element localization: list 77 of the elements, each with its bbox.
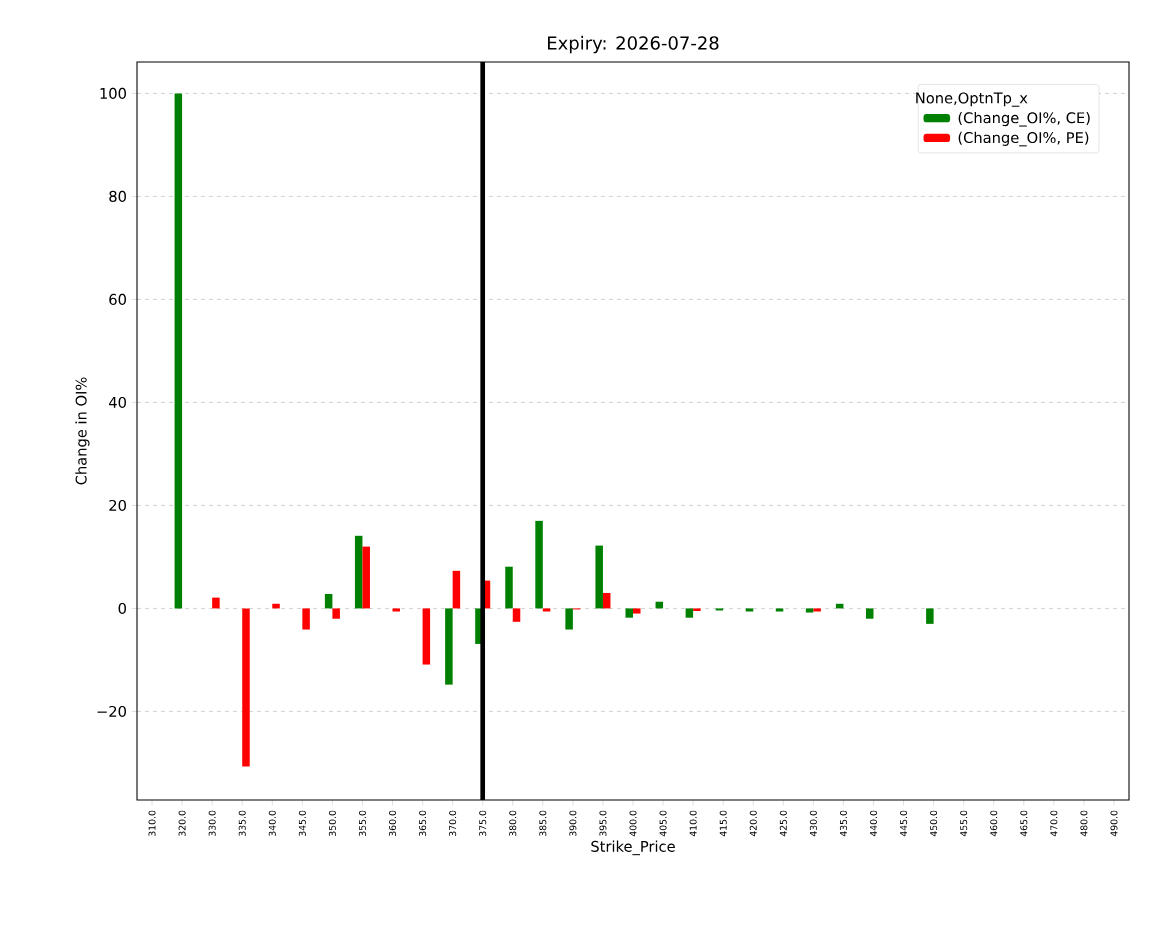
x-tick-label: 430.0 — [809, 810, 817, 837]
x-tick-label: 425.0 — [779, 810, 787, 837]
bar — [535, 520, 543, 609]
x-tick-label: 405.0 — [659, 810, 667, 837]
bar — [813, 608, 821, 612]
x-tick-label: 435.0 — [839, 810, 847, 837]
bar — [512, 608, 521, 622]
bar — [715, 608, 724, 611]
bar — [542, 608, 551, 612]
x-tick-label: 310.0 — [148, 810, 156, 837]
bar — [324, 593, 333, 609]
x-tick-label: 345.0 — [298, 810, 306, 837]
bar — [625, 608, 634, 618]
x-tick-label: 420.0 — [749, 810, 757, 837]
x-tick-label: 400.0 — [629, 810, 637, 837]
y-tick-label: 60 — [109, 293, 126, 305]
x-tick-label: 370.0 — [449, 810, 457, 837]
bar — [362, 546, 370, 609]
x-tick-label: 460.0 — [990, 810, 998, 837]
bar — [354, 535, 363, 609]
bar — [775, 608, 784, 612]
x-tick-label: 470.0 — [1050, 810, 1058, 837]
bar — [212, 597, 220, 609]
bar — [602, 592, 611, 609]
bar — [422, 608, 431, 665]
y-tick-label: 100 — [100, 87, 126, 99]
x-tick-label: 445.0 — [900, 810, 908, 837]
x-tick-label: 365.0 — [419, 810, 427, 837]
y-tick-label: 0 — [118, 602, 126, 614]
bar — [452, 570, 461, 609]
bar — [392, 608, 401, 612]
x-tick-label: 385.0 — [539, 810, 547, 837]
x-tick-label: 480.0 — [1080, 810, 1088, 837]
bar — [174, 93, 183, 609]
x-tick-label: 375.0 — [479, 810, 487, 837]
bar — [693, 608, 701, 611]
bar — [685, 608, 694, 618]
legend-title: None,OptnTp_x — [916, 92, 1028, 107]
x-tick-label: 450.0 — [930, 810, 938, 837]
x-tick-label: 320.0 — [178, 810, 186, 837]
x-tick-label: 330.0 — [208, 810, 216, 837]
x-tick-label: 465.0 — [1020, 810, 1028, 837]
bar — [805, 608, 814, 613]
x-tick-label: 380.0 — [509, 810, 517, 837]
y-tick-label: 40 — [109, 396, 126, 408]
bar — [505, 566, 513, 609]
bar — [745, 608, 754, 612]
bar — [926, 608, 934, 624]
bar — [272, 603, 280, 609]
x-tick-label: 390.0 — [569, 810, 577, 837]
x-tick-label: 410.0 — [689, 810, 697, 837]
legend-label: (Change_OI%, CE) — [958, 111, 1090, 127]
x-tick-label: 490.0 — [1110, 810, 1118, 837]
x-tick-label: 335.0 — [238, 810, 246, 837]
x-tick-label: 355.0 — [358, 810, 366, 837]
x-tick-label: 340.0 — [268, 810, 276, 837]
x-tick-label: 360.0 — [389, 810, 397, 837]
x-tick-label: 350.0 — [328, 810, 336, 837]
bar — [633, 608, 641, 614]
bar — [595, 545, 603, 609]
chart-title: Expiry: 2026-07-28 — [548, 35, 719, 54]
y-tick-label: 80 — [109, 190, 126, 202]
x-tick-label: 395.0 — [599, 810, 607, 837]
x-tick-label: 455.0 — [960, 810, 968, 837]
y-tick-label: −20 — [97, 705, 126, 717]
x-tick-label: 415.0 — [719, 810, 727, 837]
y-tick-label: 20 — [109, 499, 126, 511]
bar — [302, 608, 310, 630]
x-tick-label: 440.0 — [869, 810, 878, 837]
bar — [445, 608, 453, 685]
bar — [332, 608, 340, 619]
y-axis-title: Change in OI% — [75, 377, 90, 485]
bar — [865, 608, 874, 619]
legend-label: (Change_OI%, PE) — [958, 131, 1089, 147]
bar — [242, 608, 250, 767]
x-axis-title: Strike_Price — [591, 840, 675, 856]
bar — [565, 608, 573, 630]
